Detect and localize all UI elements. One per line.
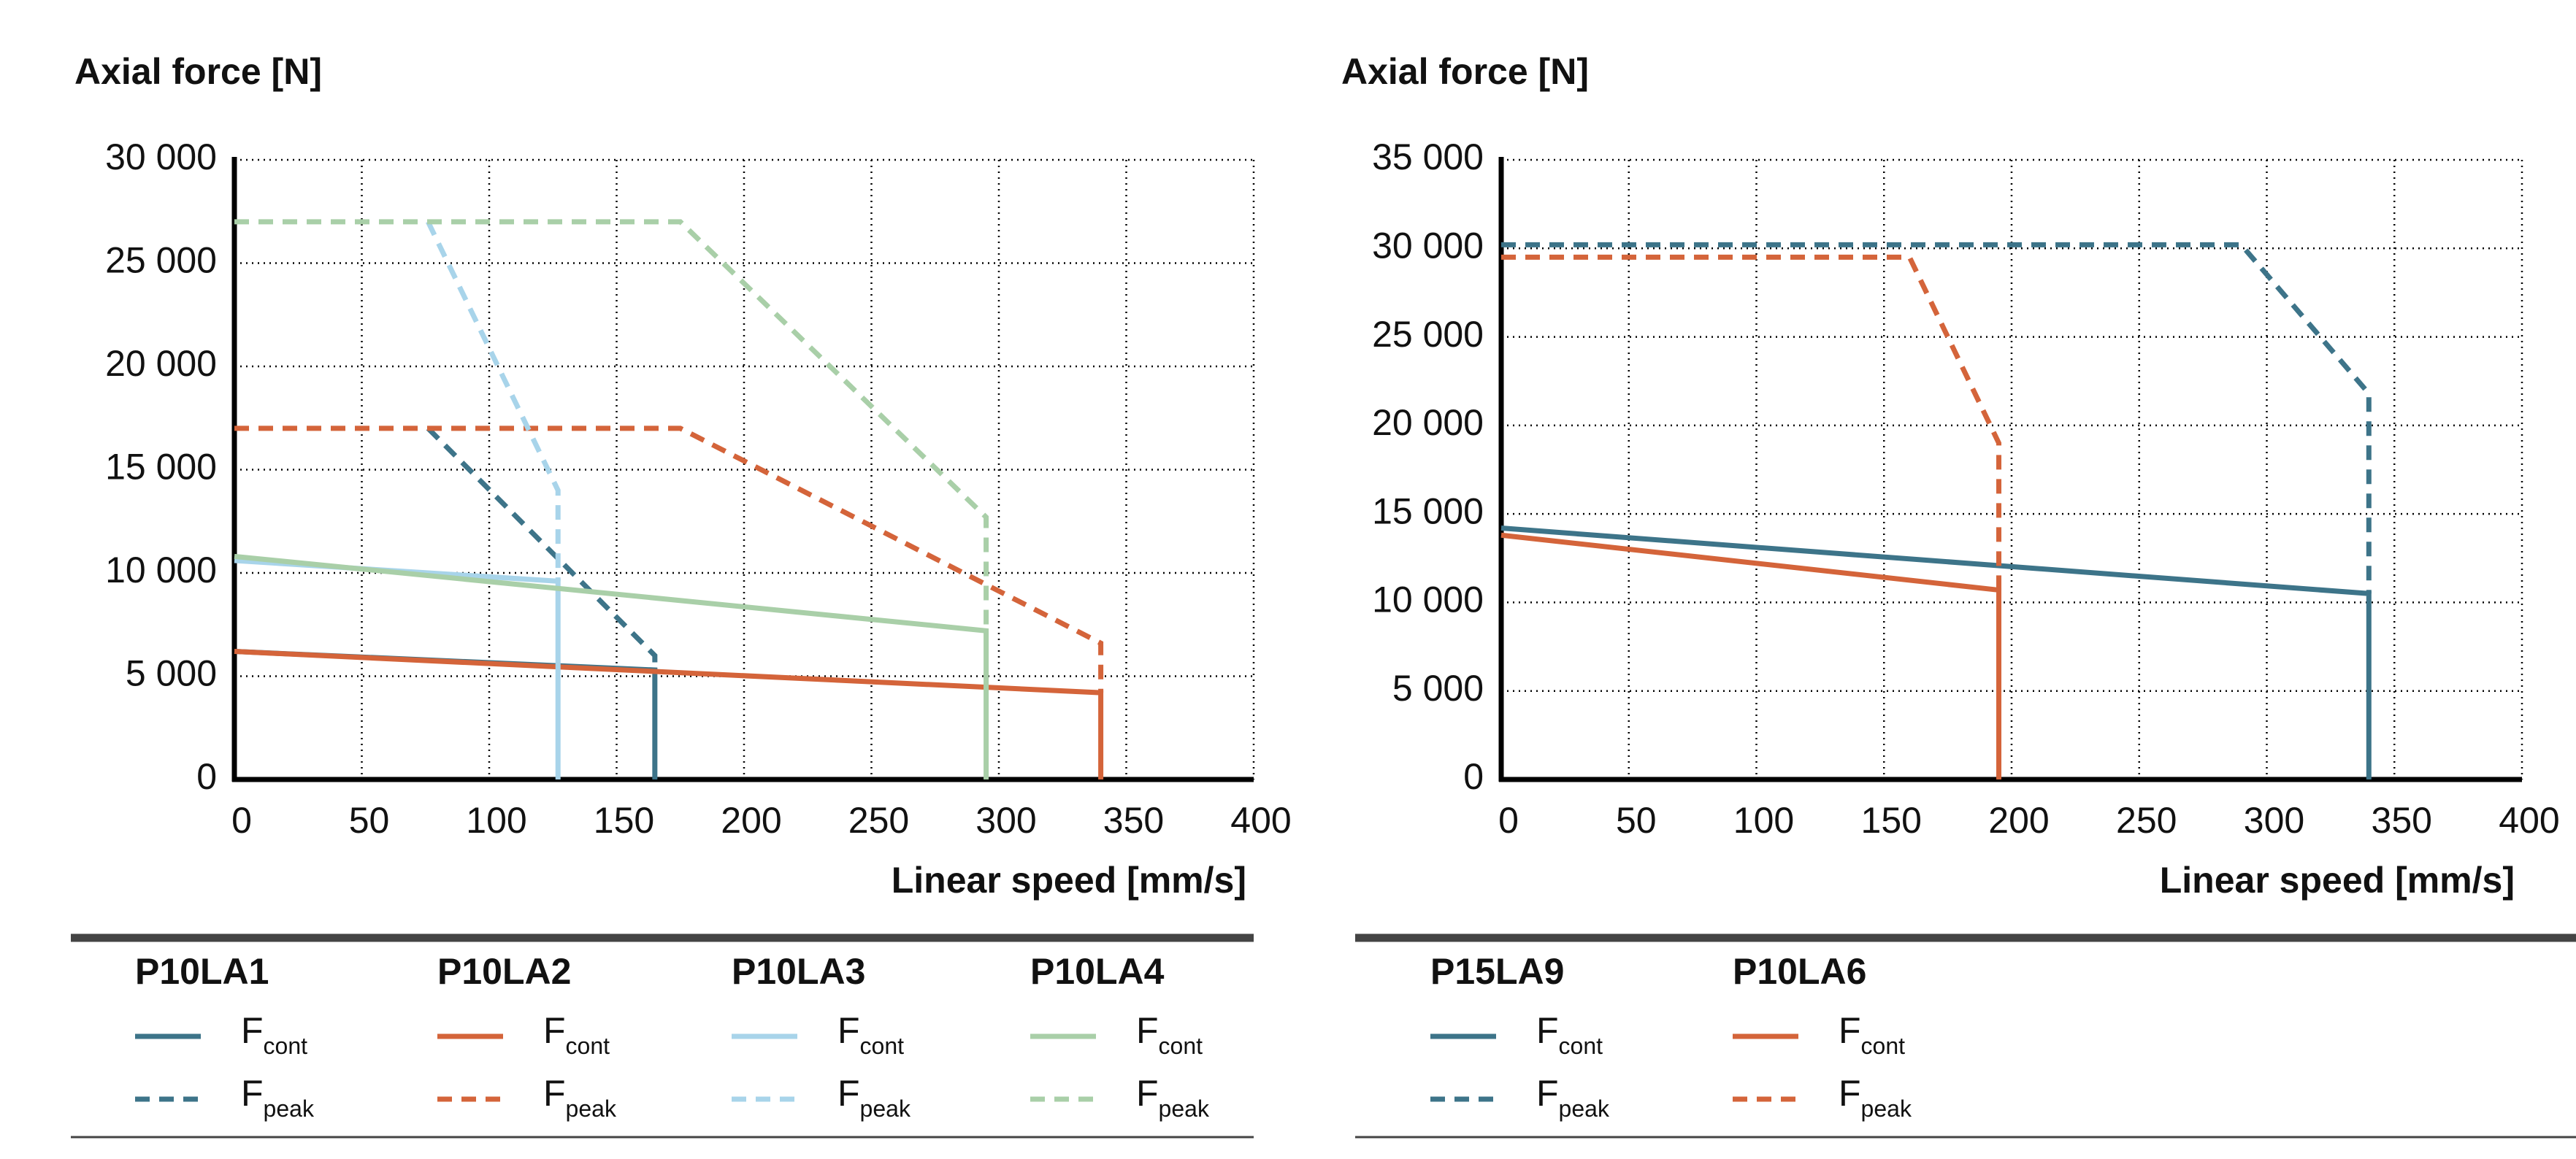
legend-subscript: cont [1861,1033,1906,1059]
x-tick-label: 300 [2244,800,2304,841]
x-tick-label: 50 [1616,800,1657,841]
legend-symbol: F [837,1073,860,1114]
x-tick-label: 100 [1733,800,1794,841]
x-axis-label: Linear speed [mm/s] [892,860,1246,901]
legend-subscript: cont [566,1033,610,1059]
x-tick-label: 0 [1498,800,1519,841]
legend-subscript: peak [1159,1096,1210,1122]
y-tick-label: 15 000 [1372,490,1484,531]
x-tick-label: 350 [2372,800,2432,841]
y-tick-label: 25 000 [105,240,217,281]
x-tick-label: 150 [594,800,654,841]
series-line [234,553,989,779]
series-line [1501,254,2002,590]
legend-subscript: peak [566,1096,617,1122]
series-line [426,220,561,582]
legend-label: Fcont [1136,1010,1203,1059]
x-tick-label: 100 [466,800,526,841]
y-tick-label: 30 000 [105,136,217,177]
y-tick-label: 10 000 [105,550,217,590]
y-tick-label: 30 000 [1372,225,1484,266]
y-axis-label: Axial force [N] [74,51,322,92]
x-axis-label: Linear speed [mm/s] [2160,860,2515,901]
series-line [1501,242,2372,594]
y-tick-label: 15 000 [105,447,217,488]
x-tick-label: 0 [231,800,252,841]
legend-label: Fpeak [543,1073,617,1122]
legend-subscript: peak [264,1096,315,1122]
series-line [1500,525,2372,779]
legend-subscript: cont [1159,1033,1203,1059]
y-tick-label: 35 000 [1372,136,1484,177]
legend-label: Fpeak [1839,1073,1912,1122]
x-tick-label: 400 [1230,800,1291,841]
series-line [234,649,1104,779]
legend-subscript: cont [1559,1033,1603,1059]
series-line [1500,532,2002,779]
legend-symbol: F [837,1010,860,1051]
series-line [234,558,561,779]
legend-symbol: F [543,1010,566,1051]
x-tick-label: 250 [848,800,909,841]
x-tick-label: 300 [975,800,1036,841]
legend-group-name: P15LA9 [1430,951,1564,992]
x-tick-label: 50 [349,800,390,841]
chart: Axial force [N] 0 5 000 10 000 15 000 20 000 2… [1341,51,2576,1139]
series-line [426,426,658,671]
legend-group-name: P10LA4 [1030,951,1165,992]
x-tick-label: 200 [1988,800,2049,841]
x-tick-label: 200 [721,800,781,841]
legend-symbol: F [543,1073,566,1114]
legend-symbol: F [1839,1073,1861,1114]
legend-label: Fpeak [837,1073,911,1122]
legend-label: Fcont [837,1010,904,1059]
y-tick-label: 5 000 [1392,668,1484,709]
legend-subscript: peak [1861,1096,1912,1122]
legend-group-name: P10LA3 [732,951,865,992]
y-tick-label: 25 000 [1372,314,1484,355]
legend-subscript: peak [860,1096,911,1122]
legend-subscript: cont [264,1033,308,1059]
legend-subscript: cont [860,1033,905,1059]
x-tick-label: 250 [2116,800,2177,841]
legend-symbol: F [1536,1010,1559,1051]
legend-group-name: P10LA1 [135,951,269,992]
legend-symbol: F [1136,1010,1159,1051]
legend-label: Fcont [1536,1010,1603,1059]
legend-label: Fcont [1839,1010,1905,1059]
legend-label: Fpeak [1536,1073,1610,1122]
legend-label: Fpeak [1136,1073,1210,1122]
legend-subscript: peak [1559,1096,1610,1122]
y-tick-label: 20 000 [105,343,217,384]
legend-symbol: F [1536,1073,1559,1114]
y-tick-label: 0 [1463,756,1484,797]
y-tick-label: 0 [196,756,217,797]
legend-label: Fcont [543,1010,610,1059]
series-line [234,426,1104,693]
legend-label: Fcont [241,1010,307,1059]
legend-label: Fpeak [241,1073,315,1122]
chart: Axial force [N] 0 5 000 10 000 15 000 20 000 2… [71,51,1292,1139]
y-tick-label: 20 000 [1372,402,1484,443]
legend-symbol: F [1839,1010,1861,1051]
series-line [234,219,989,631]
x-tick-label: 400 [2499,800,2559,841]
legend-symbol: F [241,1073,264,1114]
x-tick-label: 350 [1103,800,1164,841]
legend-group-name: P10LA6 [1733,951,1866,992]
y-tick-label: 10 000 [1372,580,1484,620]
y-axis-label: Axial force [N] [1341,51,1589,92]
y-tick-label: 5 000 [126,653,217,694]
legend-symbol: F [1136,1073,1159,1114]
legend-symbol: F [241,1010,264,1051]
legend-group-name: P10LA2 [437,951,571,992]
x-tick-label: 150 [1861,800,1922,841]
